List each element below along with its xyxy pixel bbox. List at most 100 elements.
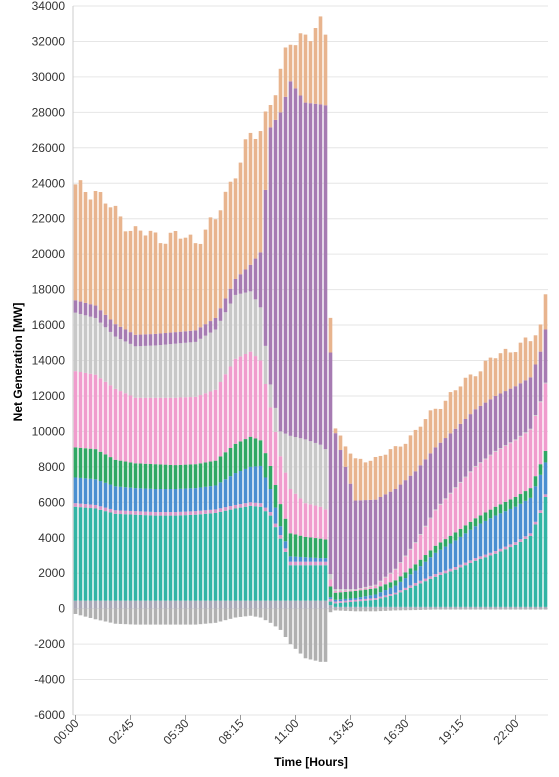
bar-segment-tan (143, 235, 148, 335)
bar-segment-purple (448, 433, 453, 493)
bar-segment-pink (118, 391, 123, 461)
bar-segment-negative (493, 608, 498, 610)
bar-segment-pthin (528, 533, 533, 536)
bar-segment-purple (528, 377, 533, 429)
bar-segment-purple (133, 334, 138, 347)
bar-segment-blue (288, 556, 293, 562)
bar-segment-base (273, 600, 278, 609)
bar-segment-grey (183, 342, 188, 398)
bar-segment-grey (303, 439, 308, 504)
bar-segment-green (533, 476, 538, 487)
bar-segment-green (458, 528, 463, 537)
bar-segment-purple (238, 274, 243, 294)
bar-segment-pthin (198, 510, 203, 515)
bar-segment-pthin (373, 598, 378, 600)
bar-segment-base (338, 606, 343, 609)
bar-segment-blue (528, 497, 533, 534)
bar-segment-teal (343, 602, 348, 607)
bar-segment-pink (273, 431, 278, 486)
bar-segment-pink (123, 393, 128, 462)
bar-segment-tan (348, 453, 353, 484)
bar-segment-pink (468, 472, 473, 522)
bar-segment-pthin (223, 507, 228, 511)
bar-segment-blue (328, 597, 333, 599)
bar-segment-green (523, 491, 528, 501)
bar-segment-tan (318, 16, 323, 105)
bar-segment-tan (73, 184, 78, 301)
bar-segment-grey (543, 382, 548, 384)
bar-segment-negative (333, 608, 338, 611)
bar-segment-tan (408, 435, 413, 476)
bar-segment-blue (293, 556, 298, 562)
bar-segment-negative (403, 608, 408, 611)
bar-segment-grey (368, 585, 373, 587)
bar-segment-base (493, 606, 498, 609)
bar-segment-negative (88, 608, 93, 618)
bar-segment-grey (403, 555, 408, 557)
bar-segment-teal (323, 565, 328, 601)
bar-segment-grey (293, 437, 298, 494)
bar-segment-pthin (88, 504, 93, 509)
bar-segment-base (178, 600, 183, 609)
bar-segment-pink (168, 397, 173, 465)
bar-segment-blue (368, 595, 373, 599)
bar-segment-purple (193, 330, 198, 342)
bar-segment-pthin (118, 510, 123, 515)
bar-segment-tan (503, 348, 508, 392)
bar-segment-base (108, 600, 113, 609)
bar-segment-negative (348, 608, 353, 612)
bar-segment-base (333, 606, 338, 609)
bar-segment-blue (153, 489, 158, 513)
bar-segment-tan (388, 449, 393, 492)
bar-segment-pthin (243, 503, 248, 507)
bar-segment-blue (483, 520, 488, 555)
x-tick-label: 13:45 (325, 716, 356, 747)
bar-segment-teal (478, 559, 483, 607)
bar-segment-green (243, 439, 248, 469)
bar-segment-negative (153, 608, 158, 625)
bar-segment-negative (393, 608, 398, 611)
bar-segment-grey (208, 332, 213, 392)
bar-segment-pink (533, 415, 538, 477)
bar-segment-tan (213, 219, 218, 318)
bar-segment-teal (508, 547, 513, 607)
bar-segment-green (308, 537, 313, 558)
bar-segment-negative (353, 608, 358, 612)
bar-segment-purple (293, 88, 298, 438)
bar-segment-pthin (388, 594, 393, 596)
bar-segment-base (488, 606, 493, 609)
bar-segment-green (453, 532, 458, 541)
bar-segment-negative (138, 608, 143, 625)
bar-segment-blue (233, 473, 238, 505)
bar-segment-blue (163, 489, 168, 513)
bar-segment-pthin (533, 521, 538, 525)
bar-segment-teal (528, 535, 533, 607)
bar-segment-blue (438, 549, 443, 573)
bar-segment-base (288, 600, 293, 609)
bar-segment-base (443, 606, 448, 609)
bar-segment-pink (408, 549, 413, 569)
bar-segment-tan (423, 419, 428, 460)
bar-segment-grey (188, 342, 193, 398)
bar-segment-base (343, 606, 348, 609)
bar-segment-purple (288, 81, 293, 436)
bar-segment-negative (368, 608, 373, 612)
bar-segment-grey (463, 476, 468, 478)
bar-segment-tan (253, 138, 258, 259)
y-tick-label: 30000 (32, 70, 66, 84)
bar-segment-green (228, 448, 233, 477)
bar-segment-negative (358, 608, 363, 612)
bar-segment-grey (83, 315, 88, 373)
bar-segment-tan (343, 446, 348, 467)
bar-segment-pthin (253, 502, 258, 507)
bar-segment-green (398, 576, 403, 582)
bar-segment-negative (128, 608, 133, 625)
bar-segment-purple (73, 300, 78, 313)
bar-segment-grey (453, 487, 458, 489)
bar-segment-purple (368, 499, 373, 586)
bar-segment-green (323, 539, 328, 559)
bar-segment-negative (163, 608, 168, 625)
bar-segment-pink (188, 397, 193, 465)
bar-segment-purple (468, 414, 473, 472)
bar-segment-grey (148, 345, 153, 398)
